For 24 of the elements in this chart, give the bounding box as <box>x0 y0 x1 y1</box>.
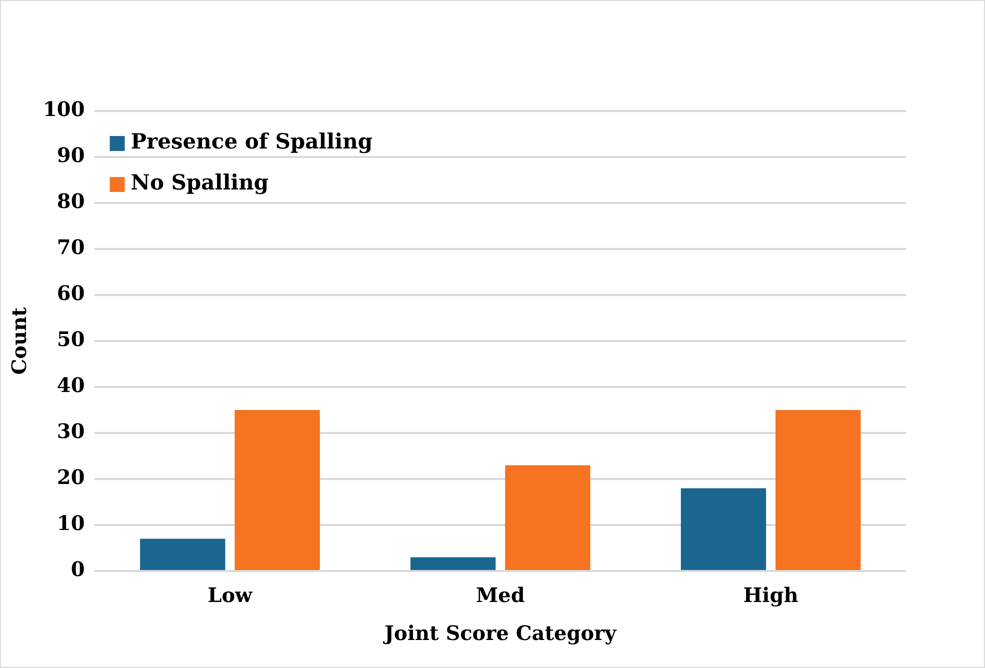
y-tick-label: 70 <box>56 235 85 260</box>
y-tick-label: 90 <box>56 143 85 168</box>
y-tick-label: 80 <box>56 189 85 214</box>
bar <box>680 488 766 570</box>
y-tick-label: 50 <box>56 327 85 352</box>
bar <box>505 465 590 570</box>
x-tick-label: Low <box>208 583 254 608</box>
bar <box>140 538 226 570</box>
bar <box>776 410 861 570</box>
x-tick-label: High <box>743 583 799 608</box>
y-tick-label: 30 <box>56 419 85 444</box>
y-tick-label: 0 <box>70 557 85 582</box>
y-tick-label: 60 <box>56 281 85 306</box>
y-tick-label: 100 <box>43 97 85 122</box>
bar <box>410 557 496 570</box>
legend-label: Presence of Spalling <box>130 128 373 154</box>
y-axis-title: Count <box>7 306 32 375</box>
y-tick-label: 20 <box>56 465 85 490</box>
y-tick-label: 10 <box>56 511 85 536</box>
x-tick-label: Med <box>476 583 525 608</box>
x-axis-title: Joint Score Category <box>382 621 618 646</box>
bar <box>234 410 320 570</box>
y-tick-label: 40 <box>56 373 85 398</box>
legend-label: No Spalling <box>130 169 269 194</box>
